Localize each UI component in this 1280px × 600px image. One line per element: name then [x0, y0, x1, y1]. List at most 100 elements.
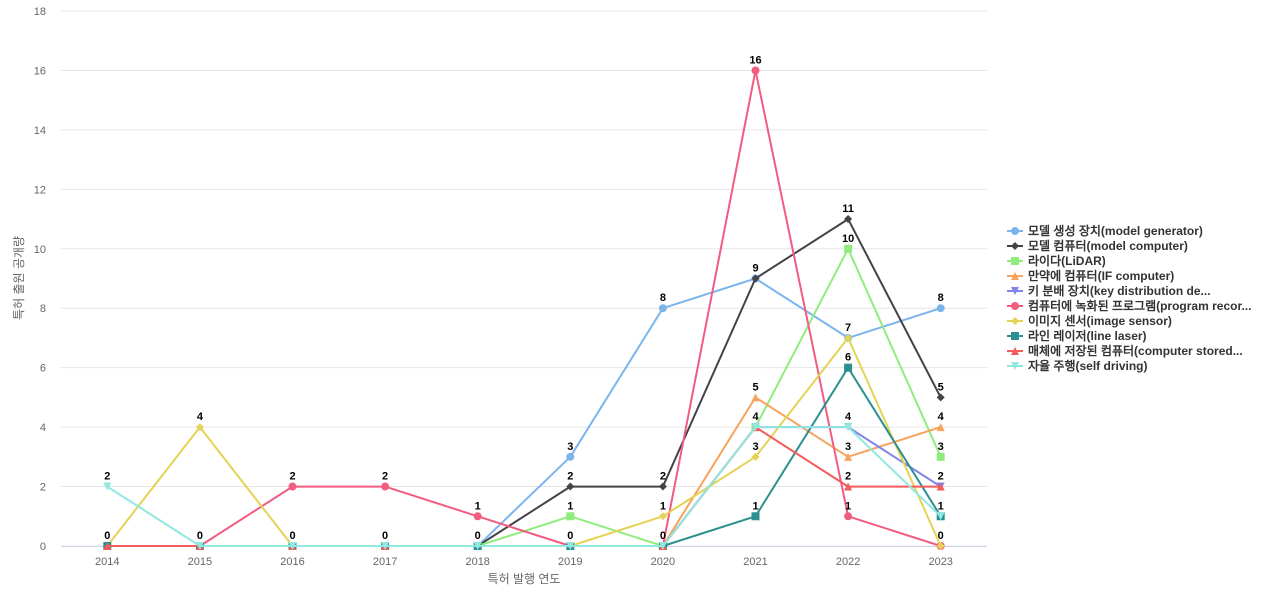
- data-point: [751, 452, 760, 461]
- series-0: [473, 274, 945, 550]
- legend-symbol: [1011, 242, 1019, 250]
- data-label: 16: [749, 54, 761, 66]
- x-tick-label: 2019: [558, 556, 582, 568]
- data-label: 4: [845, 411, 852, 423]
- x-tick-label: 2023: [928, 556, 952, 568]
- data-label: 3: [845, 441, 851, 453]
- y-tick-label: 10: [34, 244, 46, 256]
- data-label: 1: [475, 500, 481, 512]
- data-point: [473, 542, 482, 550]
- legend-item[interactable]: 라이다(LiDAR): [1007, 253, 1106, 268]
- y-tick-label: 18: [34, 6, 46, 18]
- data-label: 0: [660, 530, 666, 542]
- legend-label: 키 분배 장치(key distribution de...: [1028, 283, 1211, 298]
- legend-item[interactable]: 만약에 컴퓨터(IF computer): [1007, 268, 1174, 283]
- x-tick-label: 2016: [280, 556, 304, 568]
- data-label: 2: [104, 471, 110, 483]
- data-label: 2: [660, 471, 666, 483]
- series-line: [106, 426, 942, 547]
- x-tick-label: 2017: [373, 556, 397, 568]
- data-label: 3: [752, 441, 758, 453]
- data-point: [751, 66, 760, 75]
- legend-symbol: [1011, 362, 1019, 370]
- data-point: [751, 423, 760, 432]
- data-label: 0: [567, 530, 573, 542]
- x-tick-label: 2014: [95, 556, 119, 568]
- y-axis-ticks: 0 2 4 6 8 10 12 14 16 18: [34, 6, 46, 553]
- data-point: [844, 452, 853, 461]
- legend-item[interactable]: 자율 주행(self driving): [1007, 358, 1148, 373]
- y-tick-label: 14: [34, 125, 46, 137]
- data-point: [566, 452, 575, 461]
- legend-item[interactable]: 이미지 센서(image sensor): [1007, 313, 1172, 328]
- data-label: 0: [938, 530, 944, 542]
- series-line: [107, 366, 942, 547]
- legend-symbol: [1011, 302, 1019, 310]
- legend-symbol: [1011, 287, 1019, 295]
- legend-item[interactable]: 라인 레이저(line laser): [1007, 328, 1147, 343]
- series-lines: [103, 66, 945, 550]
- data-label: 1: [938, 500, 944, 512]
- legend-label: 만약에 컴퓨터(IF computer): [1028, 268, 1174, 283]
- data-label: 11: [842, 203, 854, 215]
- legend-label: 라이다(LiDAR): [1028, 253, 1106, 268]
- legend-label: 이미지 센서(image sensor): [1028, 313, 1172, 328]
- legend-symbol: [1011, 227, 1019, 235]
- data-point: [566, 542, 575, 550]
- data-label: 0: [475, 530, 481, 542]
- data-label: 5: [938, 381, 944, 393]
- legend-item[interactable]: 모델 컴퓨터(model computer): [1007, 238, 1188, 253]
- legend[interactable]: 모델 생성 장치(model generator)모델 컴퓨터(model co…: [1007, 223, 1251, 373]
- data-point: [936, 423, 945, 432]
- data-point: [936, 393, 945, 402]
- data-point: [844, 333, 853, 342]
- data-label: 1: [752, 500, 758, 512]
- legend-symbol: [1011, 317, 1019, 325]
- data-point: [473, 512, 482, 521]
- data-point: [844, 512, 853, 521]
- series-3: [658, 393, 945, 550]
- data-point: [381, 482, 390, 491]
- data-point: [844, 482, 853, 491]
- legend-item[interactable]: 키 분배 장치(key distribution de...: [1007, 283, 1211, 298]
- data-label: 4: [752, 411, 759, 423]
- data-label: 6: [845, 352, 851, 364]
- data-point: [658, 482, 667, 491]
- legend-symbol: [1011, 257, 1019, 265]
- data-point: [658, 542, 667, 550]
- data-label: 8: [660, 292, 666, 304]
- legend-label: 컴퓨터에 녹화된 프로그램(program recor...: [1028, 298, 1251, 313]
- data-point: [936, 452, 945, 461]
- data-label: 9: [752, 263, 758, 275]
- data-label: 0: [197, 530, 203, 542]
- data-label: 2: [382, 471, 388, 483]
- data-label: 2: [845, 471, 851, 483]
- data-point: [936, 482, 945, 491]
- data-point: [751, 274, 760, 283]
- legend-item[interactable]: 모델 생성 장치(model generator): [1007, 223, 1203, 238]
- data-point: [288, 542, 297, 550]
- legend-label: 모델 컴퓨터(model computer): [1028, 238, 1188, 253]
- series-line: [477, 218, 942, 547]
- data-label: 0: [289, 530, 295, 542]
- data-label: 3: [567, 441, 573, 453]
- data-point: [103, 542, 112, 550]
- legend-symbol: [1011, 347, 1019, 355]
- data-label: 4: [938, 411, 945, 423]
- legend-item[interactable]: 컴퓨터에 녹화된 프로그램(program recor...: [1007, 298, 1251, 313]
- data-point: [658, 304, 667, 313]
- y-tick-label: 16: [34, 65, 46, 77]
- data-point: [103, 482, 112, 491]
- data-label: 0: [104, 530, 110, 542]
- series-line: [107, 69, 942, 547]
- data-point: [566, 482, 575, 491]
- data-label: 5: [752, 381, 758, 393]
- data-point: [844, 215, 853, 224]
- data-label: 1: [567, 500, 573, 512]
- legend-item[interactable]: 매체에 저장된 컴퓨터(computer stored...: [1007, 343, 1243, 358]
- data-point: [195, 423, 204, 432]
- data-point: [751, 393, 760, 402]
- y-tick-label: 12: [34, 184, 46, 196]
- legend-label: 매체에 저장된 컴퓨터(computer stored...: [1028, 343, 1243, 358]
